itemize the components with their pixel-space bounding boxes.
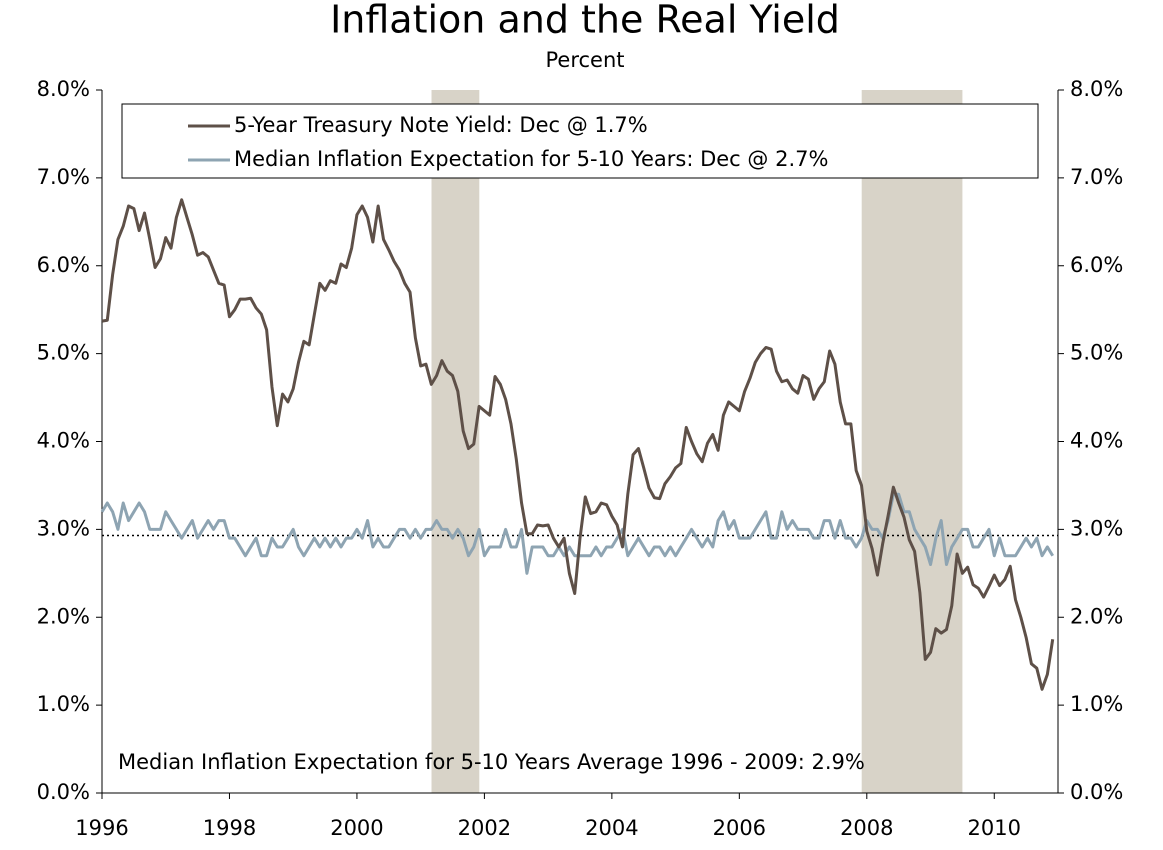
y2-tick-label: 2.0%	[1070, 604, 1123, 628]
y-tick-label: 5.0%	[37, 341, 90, 365]
x-tick-label: 2000	[330, 816, 383, 840]
legend-label: Median Inflation Expectation for 5-10 Ye…	[234, 147, 828, 171]
y2-tick-label: 1.0%	[1070, 692, 1123, 716]
y-tick-label: 6.0%	[37, 253, 90, 277]
x-tick-label: 2004	[585, 816, 638, 840]
chart-subtitle: Percent	[545, 48, 624, 72]
legend-box	[121, 103, 1039, 179]
x-tick-label: 1996	[75, 816, 128, 840]
x-tick-label: 2010	[968, 816, 1021, 840]
y2-tick-label: 5.0%	[1070, 341, 1123, 365]
x-tick-label: 1998	[203, 816, 256, 840]
x-tick-label: 2002	[458, 816, 511, 840]
y2-tick-label: 6.0%	[1070, 253, 1123, 277]
y2-tick-label: 4.0%	[1070, 429, 1123, 453]
y2-tick-label: 8.0%	[1070, 77, 1123, 101]
chart-title: Inflation and the Real Yield	[330, 0, 840, 42]
series-line	[101, 198, 1055, 691]
y2-tick-label: 3.0%	[1070, 516, 1123, 540]
y-tick-label: 8.0%	[37, 77, 90, 101]
y-tick-label: 7.0%	[37, 165, 90, 189]
y-tick-label: 0.0%	[37, 780, 90, 804]
y-tick-label: 2.0%	[37, 604, 90, 628]
x-tick-label: 2006	[713, 816, 766, 840]
y-tick-label: 3.0%	[37, 516, 90, 540]
y2-tick-label: 7.0%	[1070, 165, 1123, 189]
y-tick-label: 1.0%	[37, 692, 90, 716]
x-tick-label: 2008	[840, 816, 893, 840]
annotation: Median Inflation Expectation for 5-10 Ye…	[118, 750, 865, 774]
recession-band	[861, 90, 963, 793]
recession-band	[431, 90, 480, 793]
y-tick-label: 4.0%	[37, 429, 90, 453]
y2-tick-label: 0.0%	[1070, 780, 1123, 804]
legend-label: 5-Year Treasury Note Yield: Dec @ 1.7%	[234, 113, 648, 137]
